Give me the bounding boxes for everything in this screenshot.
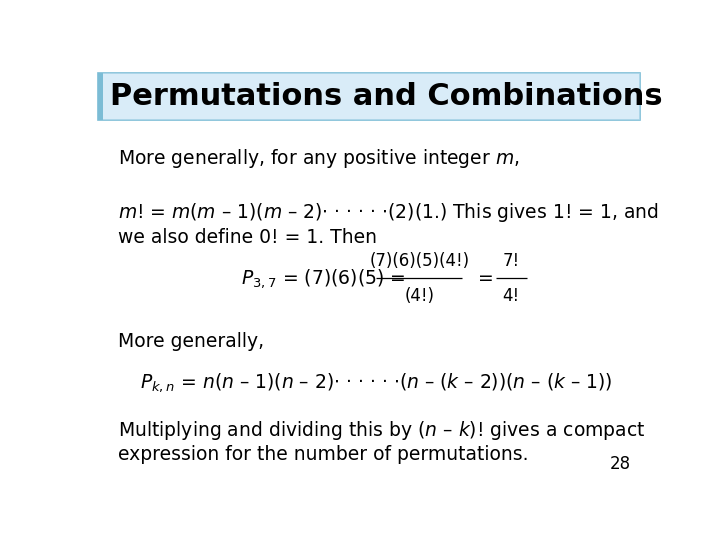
Text: $P_{3,7}$ = (7)(6)(5) =: $P_{3,7}$ = (7)(6)(5) = bbox=[240, 267, 405, 289]
Text: Multiplying and dividing this by ($n$ – $k$)! gives a compact: Multiplying and dividing this by ($n$ – … bbox=[118, 419, 645, 442]
Text: (4!): (4!) bbox=[404, 287, 434, 305]
Text: 4!: 4! bbox=[503, 287, 520, 305]
Text: 28: 28 bbox=[610, 455, 631, 473]
Text: $P_{k,n}$ = $n$($n$ – 1)($n$ – 2)⋅ · · · · ⋅($n$ – ($k$ – 2))($n$ – ($k$ – 1)): $P_{k,n}$ = $n$($n$ – 1)($n$ – 2)⋅ · · ·… bbox=[140, 372, 613, 394]
Text: More generally,: More generally, bbox=[118, 332, 264, 351]
Text: 7!: 7! bbox=[503, 252, 520, 269]
Text: =: = bbox=[478, 268, 494, 288]
Text: we also define 0! = 1. Then: we also define 0! = 1. Then bbox=[118, 228, 377, 247]
FancyBboxPatch shape bbox=[99, 73, 639, 120]
Text: Permutations and Combinations: Permutations and Combinations bbox=[109, 82, 662, 111]
FancyBboxPatch shape bbox=[99, 73, 103, 120]
Text: $m$! = $m$($m$ – 1)($m$ – 2)⋅ · · · · ⋅(2)(1.) This gives 1! = 1, and: $m$! = $m$($m$ – 1)($m$ – 2)⋅ · · · · ⋅(… bbox=[118, 201, 659, 224]
Text: (7)(6)(5)(4!): (7)(6)(5)(4!) bbox=[369, 252, 469, 269]
FancyBboxPatch shape bbox=[99, 73, 639, 120]
Text: More generally, for any positive integer $m$,: More generally, for any positive integer… bbox=[118, 147, 519, 170]
Text: expression for the number of permutations.: expression for the number of permutation… bbox=[118, 445, 528, 464]
